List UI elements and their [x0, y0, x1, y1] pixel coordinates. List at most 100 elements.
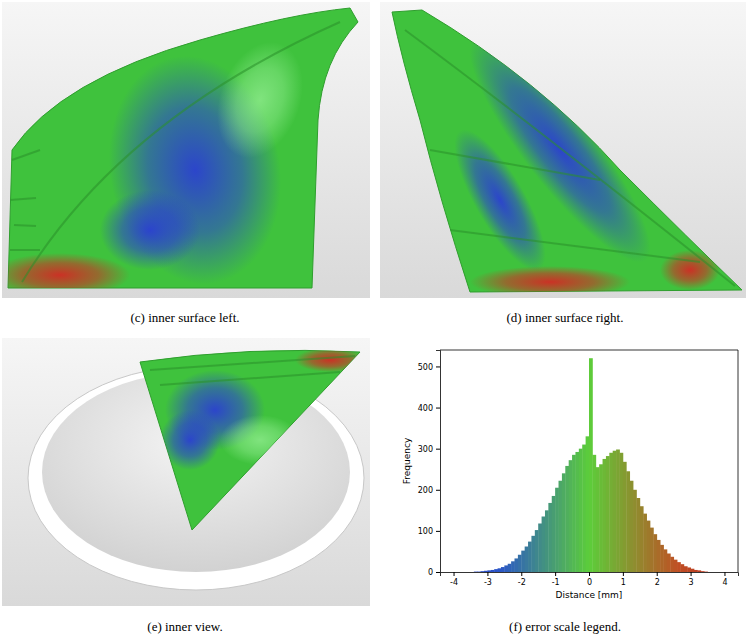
histogram-bar — [592, 455, 596, 572]
surface-shape — [140, 350, 360, 530]
histogram-bar — [579, 449, 583, 572]
histogram-bar — [694, 570, 698, 572]
surface-ridge — [150, 356, 355, 370]
surface-ridge — [405, 30, 735, 286]
figure-canvas: (c) inner surface left.(d) inner surface… — [0, 0, 750, 641]
histogram-bar — [619, 453, 623, 572]
histogram-bar — [603, 459, 607, 572]
x-axis: -4-3-2-101234 — [441, 572, 739, 587]
histogram-bar — [664, 549, 668, 572]
tick: 4 — [722, 572, 727, 587]
histogram-bar — [582, 445, 586, 572]
histogram-bar — [643, 514, 647, 572]
plot-area — [440, 350, 738, 572]
tick-mark — [454, 572, 455, 576]
tick-label: 400 — [418, 404, 433, 413]
histogram-bar — [616, 449, 620, 572]
histogram-bar — [633, 490, 637, 572]
histogram-bar — [670, 557, 674, 572]
tick-label: 3 — [689, 578, 694, 587]
tick-mark — [724, 572, 725, 576]
tick-label: 100 — [418, 527, 433, 536]
figure: (c) inner surface left.(d) inner surface… — [0, 0, 750, 641]
histogram-bar — [518, 555, 522, 572]
histogram-bar — [552, 496, 556, 572]
histogram-bar — [623, 462, 627, 572]
tick-label: 0 — [587, 578, 592, 587]
histogram-bar — [701, 571, 705, 572]
surface-error-patch — [0, 253, 130, 297]
histogram-bar — [650, 528, 654, 572]
histogram-bar — [515, 558, 519, 572]
histogram-bar — [572, 455, 576, 572]
caption: (d) inner surface right. — [507, 310, 624, 325]
tick-label: 2 — [655, 578, 660, 587]
tick: -2 — [518, 572, 526, 587]
x-axis-line — [441, 573, 739, 577]
histogram-bar — [586, 436, 590, 572]
tick-label: 200 — [418, 486, 433, 495]
surface-error-patch — [202, 30, 318, 170]
tick: 200 — [418, 486, 440, 495]
surface-error-patch — [100, 190, 200, 270]
tick: 1 — [621, 572, 626, 587]
tick-mark — [436, 408, 440, 409]
histogram-bar — [596, 467, 600, 572]
histogram-bar — [565, 466, 569, 572]
tick-mark — [436, 531, 440, 532]
histogram-bar — [636, 498, 640, 572]
histogram-bar — [569, 460, 573, 572]
tick-label: 0 — [428, 568, 433, 577]
histogram-bar — [589, 358, 593, 572]
histogram-bar — [691, 569, 695, 572]
histogram-bar — [528, 542, 532, 572]
bars — [474, 358, 708, 572]
surface-ridge — [14, 225, 36, 226]
surface-ridge — [450, 230, 700, 262]
histogram-bar — [609, 453, 613, 572]
histogram-bar — [535, 530, 539, 572]
panel-background — [380, 2, 746, 298]
y-axis-line — [436, 351, 441, 573]
tick-mark — [436, 572, 440, 573]
histogram-bar — [684, 566, 688, 572]
histogram-bar — [647, 521, 651, 572]
histogram-bar — [575, 452, 579, 572]
tick-label: -1 — [552, 578, 560, 587]
surface-render — [0, 8, 358, 298]
tick: -1 — [552, 572, 560, 587]
caption: (e) inner view. — [147, 619, 222, 634]
surface-ridge — [10, 249, 40, 251]
histogram-bar — [531, 536, 535, 572]
histogram-bar — [474, 571, 478, 572]
histogram-bar — [484, 571, 488, 572]
surface-error-patch — [220, 415, 300, 465]
surface-error-patch — [470, 266, 630, 298]
histogram-bar — [606, 456, 610, 572]
tick-mark — [436, 490, 440, 491]
histogram-bar — [545, 510, 549, 572]
panel-background — [2, 338, 370, 606]
plot-frame — [738, 350, 739, 572]
tick-label: 300 — [418, 445, 433, 454]
tick-label: -4 — [450, 578, 458, 587]
y-axis: 0 100 200 300 400 500 — [418, 351, 441, 578]
histogram-bar — [657, 540, 661, 572]
tick: 0 — [428, 568, 440, 577]
tick-mark — [623, 572, 624, 576]
tick-label: 4 — [722, 578, 727, 587]
tick: 3 — [689, 572, 694, 587]
y-axis-title: Frequency — [402, 437, 412, 484]
surface-shape — [392, 10, 742, 292]
surface-ridge — [22, 22, 340, 282]
tick-mark — [487, 572, 488, 576]
tick: 100 — [418, 527, 440, 536]
tick: 0 — [587, 572, 592, 587]
tick: 2 — [655, 572, 660, 587]
tick: 500 — [418, 363, 440, 372]
tick-label: 500 — [418, 363, 433, 372]
histogram-bar — [562, 473, 566, 572]
surface-ridge — [430, 150, 600, 180]
histogram-bar — [640, 506, 644, 572]
histogram-bar — [538, 523, 542, 572]
